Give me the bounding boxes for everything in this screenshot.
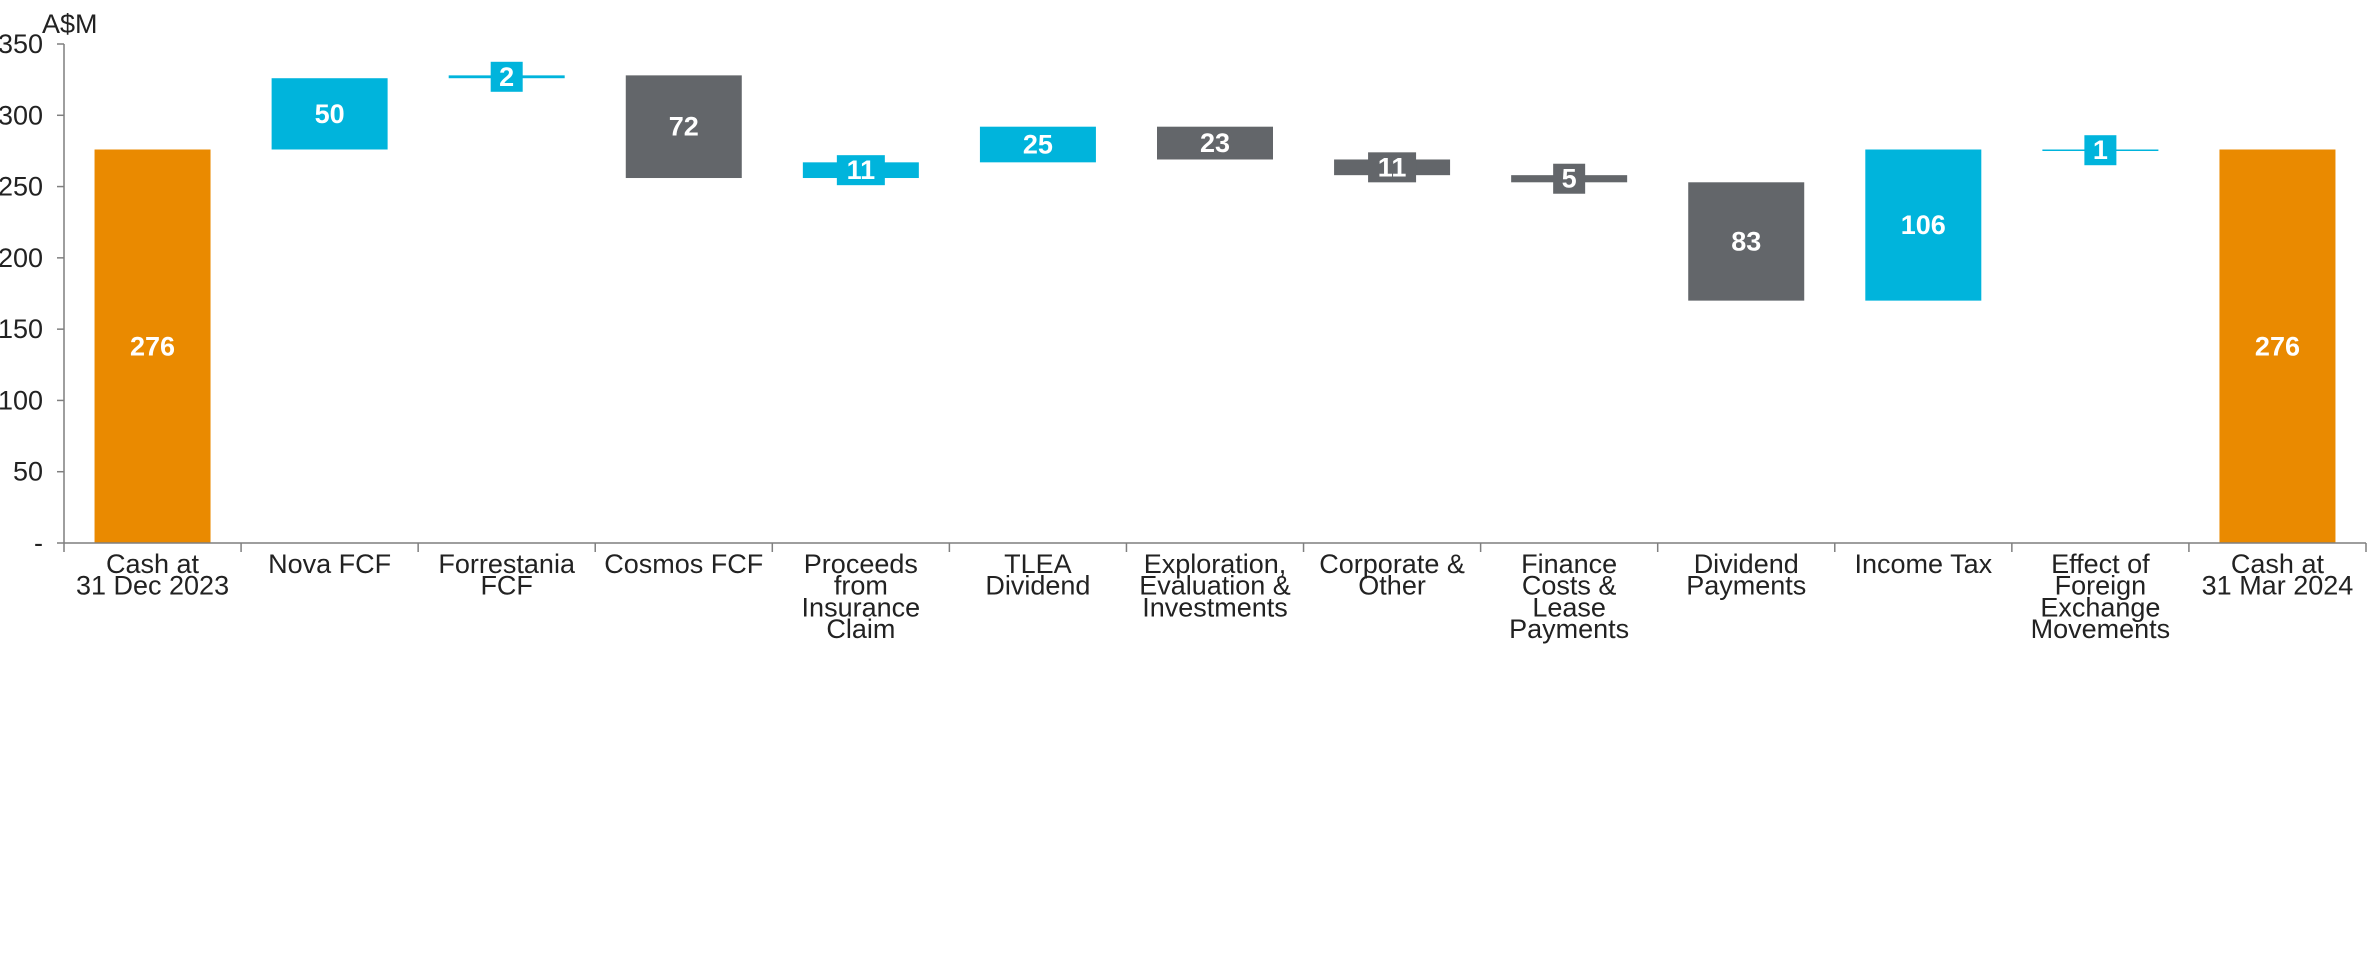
x-category-label: Exploration, Evaluation & Investments	[1139, 549, 1291, 622]
y-tick-label: 250	[0, 172, 43, 202]
x-category-label: Effect of Foreign Exchange Movements	[2031, 549, 2171, 644]
x-category-label: Proceeds from Insurance Claim	[802, 549, 921, 644]
bar-total	[94, 149, 211, 543]
x-category-label: TLEA Dividend	[985, 549, 1090, 601]
bar-value-label: 11	[847, 155, 876, 185]
x-category-label-line: from	[834, 571, 888, 601]
y-axis: - 50 100 150 200 250 300 350	[0, 29, 65, 558]
bar-value-label: 83	[1731, 226, 1761, 256]
x-category-label-line: FCF	[480, 571, 532, 601]
x-category-label-line: Cash at	[106, 549, 200, 579]
y-tick-label: 100	[0, 385, 43, 415]
x-category-label: Dividend Payments	[1686, 549, 1806, 601]
bar-label-tag	[836, 155, 885, 186]
y-tick-label: 200	[0, 243, 43, 273]
x-category-label-line: Payments	[1509, 614, 1629, 644]
x-category-label-line: Exploration,	[1144, 549, 1287, 579]
x-category-label: Nova FCF	[268, 549, 391, 579]
bar-value-label: 276	[2255, 331, 2300, 361]
bar-increase	[271, 78, 388, 150]
x-category-label-line: Exchange	[2040, 592, 2160, 622]
bar-label-tag	[1368, 152, 1417, 183]
bar-total	[2219, 149, 2336, 543]
bar-value-label: 50	[315, 99, 345, 129]
y-axis-unit-label: A$M	[42, 9, 98, 39]
x-category-label-line: Income Tax	[1855, 549, 1993, 579]
x-category-label-line: Cash at	[2231, 549, 2325, 579]
x-category-label: Cash at 31 Dec 2023	[76, 549, 229, 601]
bar-label-tag	[1553, 163, 1586, 194]
y-tick-label: 50	[13, 457, 43, 487]
bar-decrease	[625, 75, 742, 179]
bar-value-label: 11	[1378, 152, 1407, 182]
bar-value-label: 2	[499, 62, 514, 92]
x-category-label-line: Cosmos FCF	[604, 549, 763, 579]
bar-value-label: 72	[669, 112, 699, 142]
x-category-label-line: 31 Dec 2023	[76, 571, 229, 601]
x-category-label-line: Foreign	[2055, 571, 2147, 601]
x-category-label-line: Costs &	[1522, 571, 1617, 601]
x-category-label: Cosmos FCF	[604, 549, 763, 579]
x-category-label: Corporate & Other	[1319, 549, 1465, 601]
x-category-label-line: Nova FCF	[268, 549, 391, 579]
x-category-label-line: 31 Mar 2024	[2202, 571, 2354, 601]
x-category-label-line: Dividend	[1694, 549, 1799, 579]
bar-label-tag	[1013, 129, 1062, 160]
x-category-label-line: Lease	[1532, 592, 1606, 622]
bar-decrease	[1688, 182, 1805, 301]
bar-value-label: 23	[1200, 128, 1230, 158]
bar-value-label: 276	[130, 331, 175, 361]
x-category-label-line: Corporate &	[1319, 549, 1465, 579]
bar-label-tag	[1191, 128, 1239, 159]
x-category-label-line: Finance	[1521, 549, 1617, 579]
y-tick-label: -	[34, 528, 43, 558]
bar-increase	[1865, 149, 1982, 301]
bar-label-tag	[490, 61, 523, 92]
x-category-label-line: Evaluation &	[1139, 571, 1291, 601]
x-category-label-line: Investments	[1142, 592, 1288, 622]
bar-value-label: 5	[1562, 164, 1577, 194]
y-tick-label: 300	[0, 100, 43, 130]
x-category-label-line: TLEA	[1004, 549, 1072, 579]
bar-value-label: 106	[1901, 210, 1946, 240]
x-category-label-line: Forrestania	[438, 549, 576, 579]
x-category-label-line: Claim	[826, 614, 895, 644]
x-category-label: Forrestania FCF	[438, 549, 576, 601]
x-category-label: Finance Costs & Lease Payments	[1509, 549, 1629, 644]
x-category-label-line: Payments	[1686, 571, 1806, 601]
x-category-label-line: Effect of	[2051, 549, 2150, 579]
bar-value-label: 1	[2093, 135, 2108, 165]
x-category-label-line: Other	[1358, 571, 1426, 601]
bar-label-tag	[2084, 135, 2117, 166]
y-tick-label: 350	[0, 29, 43, 59]
x-category-label-line: Dividend	[985, 571, 1090, 601]
x-category-label-line: Proceeds	[804, 549, 918, 579]
bar-value-label: 25	[1023, 130, 1053, 160]
x-category-label: Income Tax	[1855, 549, 1993, 579]
y-tick-label: 150	[0, 314, 43, 344]
x-category-label-line: Insurance	[802, 592, 921, 622]
chart-bars: 276 50 2 72 11 25 23 11 5 83 106 1 276	[94, 61, 2336, 543]
x-category-label: Cash at 31 Mar 2024	[2202, 549, 2354, 601]
x-category-label-line: Movements	[2031, 614, 2171, 644]
